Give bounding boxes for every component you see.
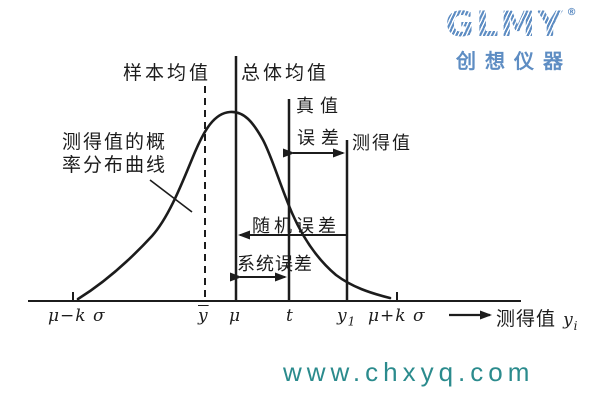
caption-leader-line <box>149 179 193 213</box>
registered-trademark-icon: ® <box>566 7 577 18</box>
measured-value-label: 测得值 <box>352 133 412 154</box>
probability-distribution-curve <box>76 110 392 301</box>
brand-logo: GLMY ® 创想仪器 <box>436 6 586 74</box>
axis-label-y-bar: y <box>198 306 209 326</box>
brand-logo-subtitle: 创想仪器 <box>456 49 572 73</box>
axis-label-y1: y1 <box>337 306 357 329</box>
curve-caption-line2: 率分布曲线 <box>62 154 168 176</box>
axis-label-t: t <box>286 306 294 326</box>
axis-title: 测得值 yi <box>496 308 579 333</box>
error-label: 误差 <box>297 128 345 149</box>
axis-label-mu-plus-k-sigma: μ+k σ <box>368 306 426 326</box>
systematic-error-label: 系统误差 <box>237 254 313 275</box>
curve-caption: 测得值的概 率分布曲线 <box>62 131 192 177</box>
population-mean-label: 总体均值 <box>241 62 330 84</box>
random-error-label: 随机误差 <box>252 216 340 237</box>
brand-logo-wordmark: GLMY <box>445 5 565 45</box>
true-value-label: 真值 <box>296 96 344 117</box>
curve-caption-line1: 测得值的概 <box>62 131 168 153</box>
axis-label-mu: μ <box>229 306 242 326</box>
axis-label-mu-minus-k-sigma: μ−k σ <box>48 306 106 326</box>
sample-mean-label: 样本均值 <box>123 62 212 84</box>
website-watermark: www.chxyq.com <box>283 357 535 387</box>
